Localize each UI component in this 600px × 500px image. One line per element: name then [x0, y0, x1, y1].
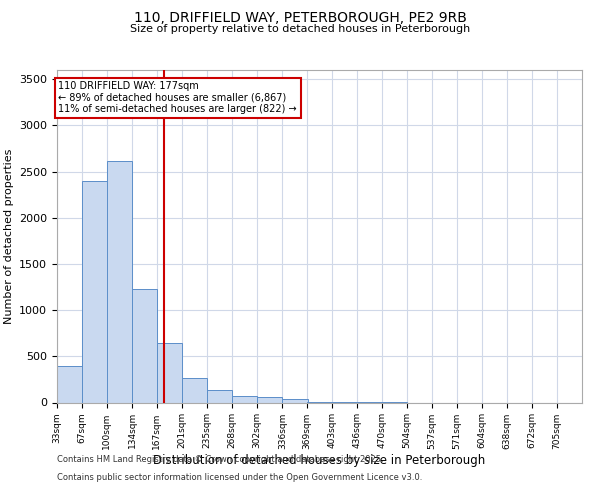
Bar [157, 344, 182, 402]
Text: Size of property relative to detached houses in Peterborough: Size of property relative to detached ho… [130, 24, 470, 34]
Bar [57, 366, 82, 403]
Bar [107, 160, 132, 402]
Bar [232, 396, 257, 402]
Bar [207, 390, 232, 402]
Text: 110 DRIFFIELD WAY: 177sqm
← 89% of detached houses are smaller (6,867)
11% of se: 110 DRIFFIELD WAY: 177sqm ← 89% of detac… [58, 81, 297, 114]
Bar [182, 378, 207, 402]
Text: Contains HM Land Registry data © Crown copyright and database right 2025.: Contains HM Land Registry data © Crown c… [57, 455, 383, 464]
Bar [82, 181, 107, 402]
Bar [283, 400, 308, 402]
Bar [257, 398, 283, 402]
X-axis label: Distribution of detached houses by size in Peterborough: Distribution of detached houses by size … [154, 454, 485, 467]
Y-axis label: Number of detached properties: Number of detached properties [4, 148, 14, 324]
Text: Contains public sector information licensed under the Open Government Licence v3: Contains public sector information licen… [57, 472, 422, 482]
Text: 110, DRIFFIELD WAY, PETERBOROUGH, PE2 9RB: 110, DRIFFIELD WAY, PETERBOROUGH, PE2 9R… [134, 11, 466, 25]
Bar [132, 289, 157, 403]
